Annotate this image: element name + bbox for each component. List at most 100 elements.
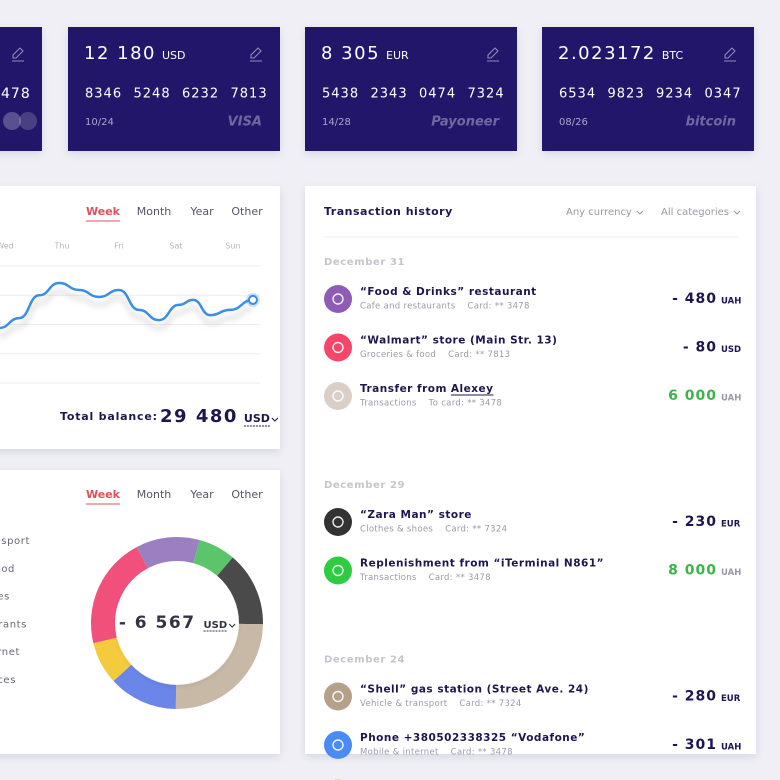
icon-glyph [332, 341, 344, 354]
line-shadow [0, 288, 254, 338]
panel-title: Transaction history [324, 205, 453, 218]
day-label: Wed [0, 242, 14, 251]
spending-total: - 6 567 [119, 613, 196, 633]
chevron [733, 210, 741, 215]
transaction-card: Card: ** 7324 [445, 525, 507, 535]
icon-glyph [332, 739, 344, 751]
filter-dropdown[interactable]: All categories [661, 207, 729, 218]
chevron [271, 417, 279, 422]
transaction-currency: USD [721, 345, 741, 355]
transaction-card: Card: ** 7324 [459, 699, 521, 709]
icon-glyph [332, 390, 344, 402]
transaction-amount: - 301 [672, 737, 717, 753]
transaction-card: To card: ** 3478 [428, 399, 502, 409]
transaction-category: Clothes & shoes [360, 525, 433, 535]
card-number-group: 9234 [656, 87, 693, 102]
card[interactable] [542, 27, 754, 151]
chevron [228, 623, 236, 628]
transaction-title: Transfer from [360, 383, 447, 395]
card-number-group: 0347 [705, 87, 742, 102]
transaction-category: Cafe and restaurants [360, 302, 456, 312]
card-logo [3, 112, 21, 130]
card-number-group: 9823 [608, 87, 645, 102]
donut-hole [116, 562, 238, 684]
filter-dropdown[interactable]: Any currency [566, 207, 632, 218]
chevron [636, 210, 644, 215]
card[interactable] [68, 27, 280, 151]
card-number-group: 6232 [182, 87, 219, 102]
donut-segment [216, 557, 263, 625]
transaction-icon [324, 333, 352, 362]
total-currency[interactable]: USD [244, 412, 270, 425]
period-tab[interactable]: Week [86, 205, 121, 218]
card-number-group: 6534 [559, 87, 596, 102]
period-tab[interactable]: Week [86, 488, 121, 501]
card-brand: Payoneer [431, 115, 500, 130]
category-label: Transport [0, 536, 30, 547]
donut-segment [91, 547, 149, 644]
day-label: Fri [114, 242, 124, 251]
card-balance: 8 305 [321, 43, 380, 64]
card-brand: VISA [228, 115, 262, 130]
transaction-card: Card: ** 7813 [448, 350, 510, 360]
donut-segment [175, 623, 263, 709]
transaction-card: Card: ** 3478 [468, 302, 530, 312]
day-label: Sat [169, 242, 182, 251]
transaction-card: Card: ** 3478 [451, 748, 513, 758]
transaction-category: Vehicle & transport [360, 699, 448, 709]
transaction-title: “Shell” gas station (Street Ave. 24) [360, 684, 589, 696]
card-currency: USD [162, 49, 186, 62]
donut-segment [192, 540, 233, 577]
balance-line [0, 281, 254, 330]
transaction-category: Groceries & food [360, 350, 436, 360]
donut-segment [136, 537, 200, 569]
edit-icon[interactable] [487, 47, 499, 62]
transaction-card: Card: ** 3478 [429, 573, 491, 583]
transaction-currency: UAH [721, 568, 741, 578]
icon-glyph [332, 516, 344, 528]
category-label: Services [0, 675, 16, 686]
total-label: Total balance: [60, 410, 158, 423]
card-expiry: 10/24 [85, 117, 114, 128]
transaction-amount: - 280 [672, 689, 717, 705]
category-label: Internet [0, 647, 20, 658]
day-label: Thu [53, 242, 69, 251]
card-expiry: 14/28 [322, 117, 351, 128]
date-header: December 24 [324, 655, 405, 666]
icon-glyph [332, 564, 344, 577]
date-header: December 29 [324, 480, 405, 491]
card-number-group: 8346 [85, 87, 122, 102]
spending-currency[interactable]: USD [204, 620, 228, 631]
category-label: Food [0, 564, 15, 575]
transaction-icon [324, 382, 352, 410]
card-number-group: 478 [1, 86, 31, 102]
period-tab[interactable]: Month [137, 488, 172, 501]
edit-icon[interactable] [250, 47, 262, 62]
transaction-amount: - 480 [672, 291, 717, 307]
transaction-link[interactable]: Alexey [451, 383, 494, 395]
card-number-group: 0474 [419, 87, 456, 102]
period-tab[interactable]: Other [231, 205, 263, 218]
panel [305, 186, 756, 754]
edit-icon[interactable] [12, 47, 24, 62]
period-tab[interactable]: Month [137, 205, 172, 218]
transaction-title: Replenishment from “iTerminal N861” [360, 558, 604, 570]
card[interactable] [305, 27, 517, 151]
transaction-icon [324, 682, 352, 711]
transaction-amount: - 80 [683, 340, 717, 356]
transaction-category: Transactions [359, 573, 417, 583]
transaction-icon [324, 285, 352, 313]
card-number-group: 2343 [371, 87, 408, 102]
transaction-currency: UAH [721, 297, 741, 307]
icon-glyph [332, 293, 344, 305]
transaction-currency: UAH [721, 394, 741, 404]
period-tab[interactable]: Other [231, 488, 263, 501]
category-label: Restaurants [0, 619, 27, 630]
period-tab[interactable]: Year [189, 205, 214, 218]
period-tab[interactable]: Year [189, 488, 214, 501]
transaction-category: Mobile & internet [360, 748, 439, 758]
transaction-title: Phone +380502338325 “Vodafone” [360, 732, 585, 744]
edit-icon[interactable] [724, 47, 736, 62]
card[interactable] [0, 27, 42, 151]
